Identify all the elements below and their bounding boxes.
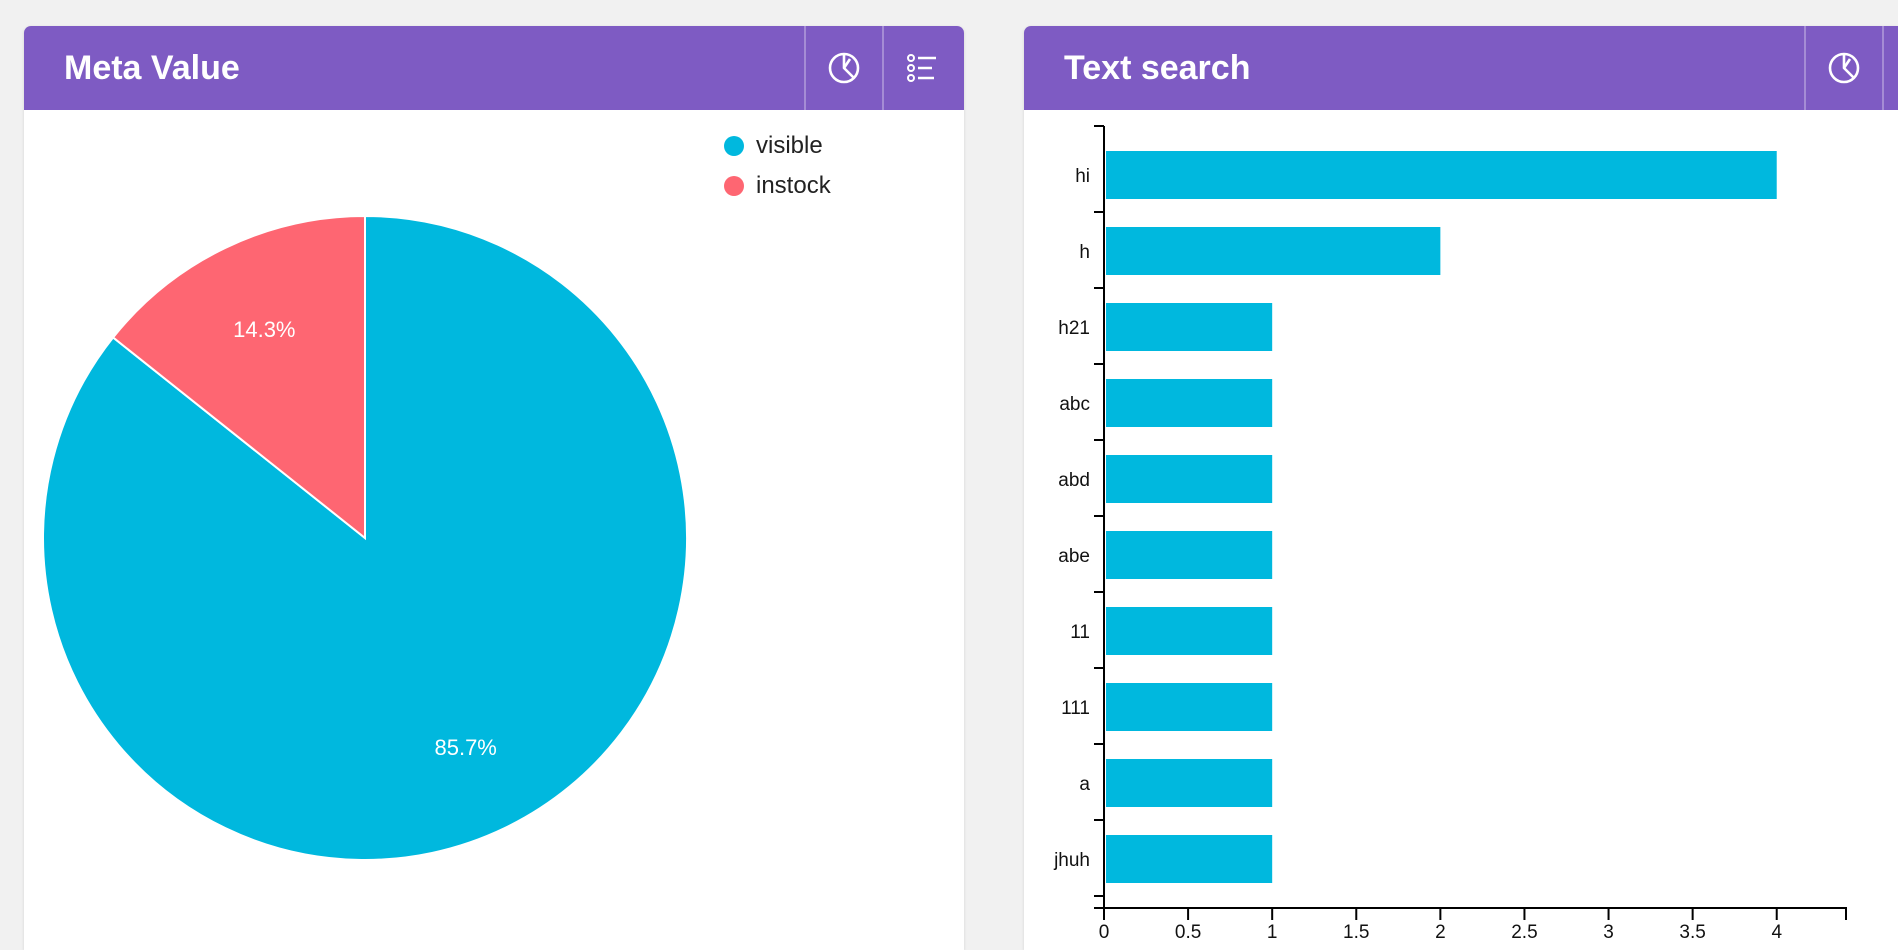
pie-slice-label: 85.7% <box>434 735 496 760</box>
bar-abd[interactable] <box>1106 455 1273 503</box>
x-tick-label: 1.5 <box>1343 922 1369 943</box>
bar-a[interactable] <box>1106 759 1273 807</box>
legend-item-instock[interactable]: instock <box>724 166 831 206</box>
x-tick-label: 3 <box>1603 922 1614 943</box>
bar-11[interactable] <box>1106 607 1273 655</box>
text-search-panel: Text search hi h h21 abc abd abe 11 111 a jhuh 0 0.… <box>1024 26 1898 950</box>
meta-value-header: Meta Value <box>24 26 964 110</box>
legend-item-visible[interactable]: visible <box>724 126 831 166</box>
legend-swatch-instock <box>724 176 744 196</box>
x-tick-label: 4 <box>1771 922 1782 943</box>
x-tick-label: 1 <box>1267 922 1278 943</box>
y-tick-label: h21 <box>1058 318 1090 339</box>
bar-jhuh[interactable] <box>1106 835 1273 883</box>
pie-chart: 85.7% 14.3% <box>42 214 688 861</box>
legend-label: visible <box>756 132 823 159</box>
pie-chart-icon <box>1828 52 1860 84</box>
x-tick-label: 0.5 <box>1175 922 1201 943</box>
x-tick-label: 2 <box>1435 922 1446 943</box>
y-tick-label: jhuh <box>1053 850 1090 871</box>
y-tick-label: 11 <box>1070 622 1090 643</box>
x-tick-label: 2.5 <box>1511 922 1537 943</box>
pie-chart-toggle-button[interactable] <box>804 26 882 110</box>
legend-label: instock <box>756 172 831 199</box>
y-tick-label: 111 <box>1061 698 1090 719</box>
x-tick-label: 0 <box>1099 922 1110 943</box>
y-tick-label: abd <box>1058 470 1090 491</box>
legend-toggle-button[interactable] <box>1882 26 1898 110</box>
pie-chart-toggle-button[interactable] <box>1804 26 1882 110</box>
bar-111[interactable] <box>1106 683 1273 731</box>
legend-toggle-button[interactable] <box>882 26 960 110</box>
bar-h21[interactable] <box>1106 303 1273 351</box>
legend-swatch-visible <box>724 136 744 156</box>
bar-abc[interactable] <box>1106 379 1273 427</box>
y-tick-label: abe <box>1058 546 1090 567</box>
y-tick-label: hi <box>1075 166 1090 187</box>
text-search-header: Text search <box>1024 26 1898 110</box>
bar-hi[interactable] <box>1106 151 1777 199</box>
pie-legend: visible instock <box>724 126 831 206</box>
bar-h[interactable] <box>1106 227 1441 275</box>
pie-chart-icon <box>828 52 860 84</box>
y-tick-label: abc <box>1059 394 1090 415</box>
pie-slice-instock[interactable] <box>111 214 366 541</box>
bar-abe[interactable] <box>1106 531 1273 579</box>
pie-slice-label: 14.3% <box>233 317 295 342</box>
list-icon <box>907 54 936 82</box>
panel-title: Text search <box>1064 49 1251 87</box>
meta-value-panel: Meta Value 85.7% 14.3% visible <box>24 26 964 950</box>
x-tick-label: 3.5 <box>1679 922 1705 943</box>
y-tick-label: a <box>1079 774 1090 795</box>
panel-title: Meta Value <box>64 49 240 87</box>
y-tick-label: h <box>1079 242 1090 263</box>
